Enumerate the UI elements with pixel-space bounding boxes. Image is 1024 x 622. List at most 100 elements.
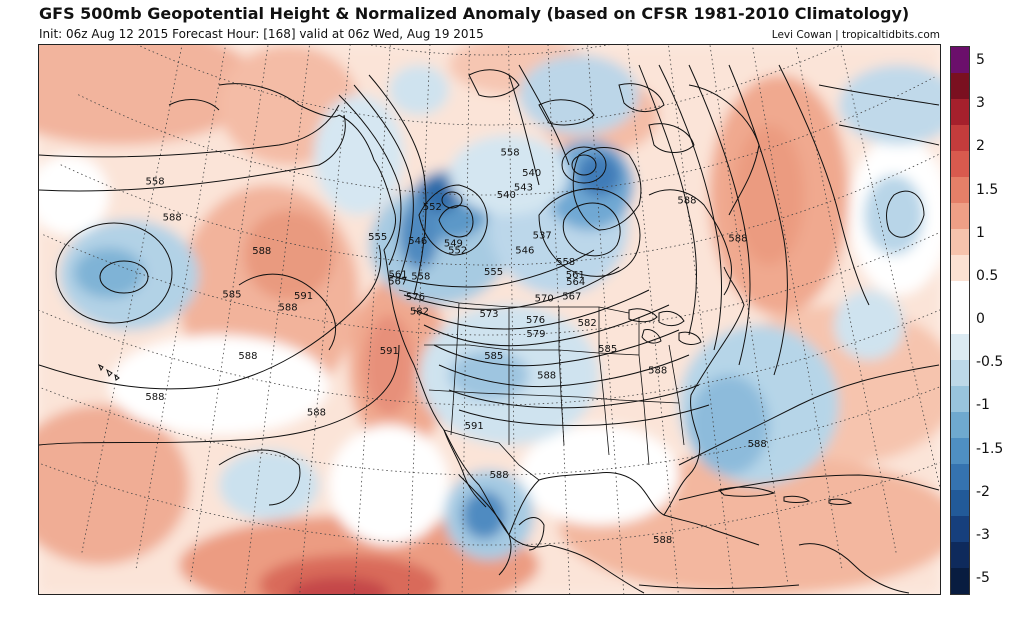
meridian-line (190, 45, 269, 582)
meridian-line (840, 45, 940, 491)
colorbar-label: -5 (976, 570, 990, 586)
colorbar-cell (951, 411, 969, 439)
parallel-line (39, 309, 940, 406)
colorbar-cell (951, 177, 969, 204)
contour-label: 591 (294, 291, 313, 302)
contour-label: 588 (238, 351, 257, 362)
colorbar-cell (951, 489, 969, 517)
contour-label: 558 (145, 177, 164, 188)
colorbar-label: 0.5 (976, 267, 999, 284)
colorbar-label: -1 (976, 397, 990, 414)
colorbar-cell (951, 437, 969, 465)
contour-label: 573 (479, 309, 498, 320)
contour-label: 546 (408, 236, 427, 247)
contour-label: 588 (648, 365, 667, 376)
contour-label: 552 (423, 202, 442, 213)
contour-label: 588 (145, 392, 164, 403)
contour-label: 561 (389, 270, 408, 281)
contour-label: 588 (490, 470, 509, 481)
colorbar-cell (951, 385, 969, 413)
contour-label: 591 (380, 346, 399, 357)
contour-label: 555 (484, 267, 503, 278)
colorbar-cell (951, 99, 969, 126)
contour-label: 540 (522, 168, 541, 179)
colorbar-cell (951, 333, 969, 361)
credit-text: Levi Cowan | tropicaltidbits.com (771, 29, 940, 41)
contour-label: 588 (728, 233, 747, 244)
colorbar-cell (951, 73, 969, 100)
colorbar-cell (951, 463, 969, 491)
contour-label: 588 (653, 535, 672, 546)
parallel-line (39, 386, 940, 476)
contour-label: 588 (307, 407, 326, 418)
contour-label: 561 (566, 270, 585, 281)
meridian-line (353, 45, 391, 594)
colorbar-label: 1.5 (976, 181, 999, 198)
contour-label: 576 (406, 292, 425, 303)
parallel-line (60, 153, 940, 266)
colorbar-label: 1 (976, 224, 985, 241)
contour-label: 567 (388, 277, 407, 288)
contour-label: 564 (566, 277, 585, 288)
contour-label: 585 (484, 351, 503, 362)
map-subtitle: Init: 06z Aug 12 2015 Forecast Hour: [16… (39, 27, 484, 41)
map-title: GFS 500mb Geopotential Height & Normaliz… (39, 4, 910, 23)
contour-label: 546 (515, 245, 534, 256)
contour-label: 558 (501, 148, 520, 159)
colorbar-cell (951, 229, 969, 256)
contour-label: 537 (533, 230, 552, 241)
contour-label: 588 (278, 302, 297, 313)
contour-label: 552 (448, 245, 467, 256)
parallel-line (39, 462, 940, 546)
colorbar-cell (951, 515, 969, 543)
colorbar-cell (951, 307, 969, 335)
contour-label: 558 (411, 272, 430, 283)
parallel-line (78, 76, 935, 196)
meridian-line (752, 45, 843, 569)
colorbar (950, 46, 970, 595)
coastlines (98, 69, 910, 594)
colorbar-cell (951, 203, 969, 230)
contour-label: 549 (444, 238, 463, 249)
contour-label: 585 (598, 344, 617, 355)
lat-lon-grid (39, 45, 940, 594)
contour-label: 588 (748, 439, 767, 450)
contour-label: 576 (526, 315, 545, 326)
contour-label: 588 (537, 370, 556, 381)
meridian-line (135, 45, 226, 569)
colorbar-label: 3 (976, 95, 985, 112)
colorbar-cell (951, 151, 969, 178)
contour-label: 588 (163, 213, 182, 224)
meridian-line (795, 45, 897, 553)
height-contours (39, 64, 940, 590)
colorbar-cell (951, 541, 969, 569)
colorbar-cell (951, 125, 969, 152)
contour-label: 558 (556, 257, 575, 268)
colorbar-cell (951, 255, 969, 282)
contour-label: 555 (368, 232, 387, 243)
colorbar-cell (951, 281, 969, 308)
contour-label: 591 (465, 421, 484, 432)
contour-label: 540 (497, 190, 516, 201)
colorbar-label: 2 (976, 138, 985, 155)
contour-label: 588 (677, 196, 696, 207)
colorbar-label: -1.5 (976, 440, 1004, 457)
meridian-line (81, 45, 183, 553)
contour-label: 582 (578, 318, 597, 329)
colorbar-label: -3 (976, 526, 990, 543)
contour-label: 570 (535, 293, 554, 304)
colorbar-cell (951, 567, 969, 595)
map-canvas: 5585525555465495525405405435375465555585… (39, 45, 940, 594)
contour-label: 588 (252, 246, 271, 257)
colorbar-label: -0.5 (976, 354, 1004, 371)
contour-label: 585 (222, 289, 241, 300)
colorbar-cell (951, 47, 969, 74)
meridian-line (709, 45, 788, 582)
colorbar-label: 5 (976, 52, 985, 68)
contour-labels: 5585525555465495525405405435375465555585… (145, 148, 767, 546)
contour-label: 567 (562, 291, 581, 302)
contour-label: 582 (410, 307, 429, 318)
colorbar-cell (951, 359, 969, 387)
colorbar-label: 0 (976, 311, 985, 327)
contour-label: 543 (514, 182, 533, 193)
